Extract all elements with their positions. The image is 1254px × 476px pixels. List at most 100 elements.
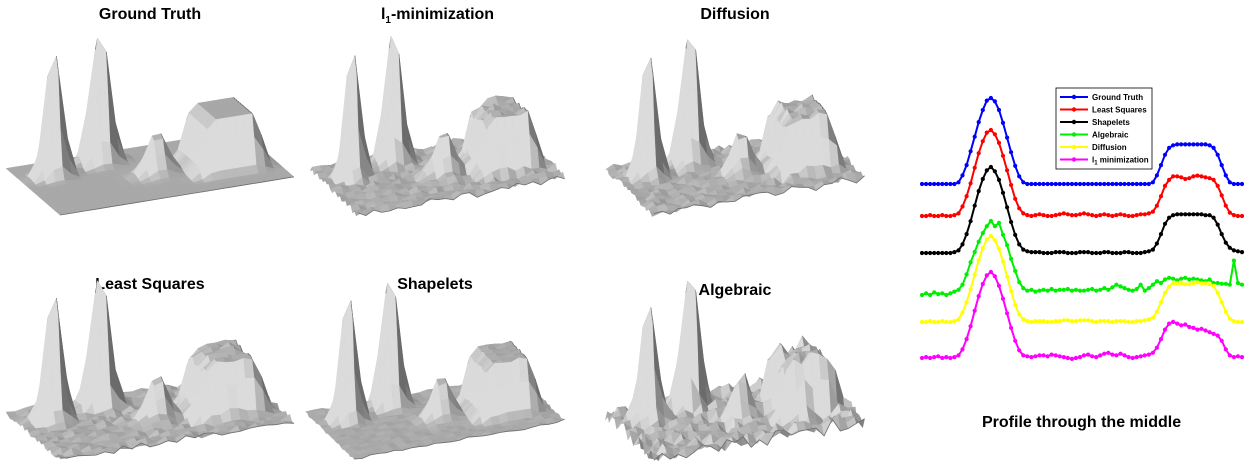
data-point [1154,279,1159,284]
data-point [928,181,933,187]
data-point [1041,353,1046,358]
data-point [932,250,937,256]
legend-label: Least Squares [1092,106,1147,115]
data-point [1045,181,1050,187]
data-point [1203,328,1208,333]
data-point [948,355,953,361]
data-point [1183,142,1188,147]
data-point [1073,319,1078,324]
data-point [952,250,957,255]
data-point [1215,152,1220,157]
data-point [924,291,929,296]
data-point [1061,355,1066,360]
data-point [976,294,981,299]
data-point [1183,282,1188,287]
data-point [1171,281,1176,286]
panel-title: Diffusion [700,6,770,23]
data-point [1211,177,1216,182]
data-point [1037,181,1042,187]
legend-marker [1071,107,1077,112]
data-point [1138,181,1143,187]
data-point [960,347,965,352]
data-point [1215,222,1220,227]
data-point [1207,176,1212,181]
panel-title: Algebraic [698,282,772,299]
data-point [1195,212,1200,217]
data-point [1207,330,1212,335]
data-point [1162,183,1168,188]
data-point [1126,287,1131,292]
data-point [1195,327,1200,332]
data-point [1098,353,1103,358]
data-point [980,281,985,287]
data-point [956,211,961,216]
data-point [1053,288,1058,293]
legend-marker [1071,144,1077,150]
data-point [1191,212,1196,217]
data-point [1187,212,1192,217]
data-point [1199,326,1204,331]
surface-edge [357,176,565,216]
data-point [1037,212,1042,217]
data-point [940,250,945,256]
data-point [1130,355,1135,361]
data-point [1106,213,1111,218]
data-point [1021,317,1026,322]
data-point [956,317,961,322]
data-point [1021,180,1026,185]
data-point [1073,355,1078,361]
panel-diffusion: Diffusion [600,0,870,232]
data-point [1183,212,1188,217]
data-point [1077,318,1083,323]
data-point [1009,256,1014,261]
data-point [1203,142,1208,147]
panel-title: l1-minimization [380,6,495,27]
data-point [932,181,937,187]
data-point [1057,287,1062,292]
data-point [1231,213,1236,218]
data-point [968,324,973,329]
data-point [1000,120,1006,125]
data-point [928,355,933,361]
surface-plot-ground-truth [5,37,295,216]
data-point [1094,250,1099,256]
surface-facet [818,353,830,381]
data-point [1219,232,1224,237]
data-point [1118,250,1123,256]
data-point [936,319,941,325]
data-point [1053,181,1058,187]
data-point [996,283,1002,288]
data-point [1191,174,1196,179]
data-point [1179,142,1184,147]
data-point [972,134,977,139]
data-point [928,213,933,218]
data-point [1223,281,1228,286]
data-point [1094,355,1099,360]
legend-marker [1071,94,1077,100]
data-point [1179,276,1184,281]
data-point [988,95,993,101]
data-point [924,319,929,325]
data-point [1025,181,1030,187]
data-point [1065,286,1070,292]
data-point [1227,245,1232,250]
data-point [1130,181,1135,187]
data-point [1106,319,1111,324]
data-point [1207,213,1212,218]
surface-edge [653,418,865,461]
data-point [960,282,965,287]
data-point [1122,181,1127,187]
data-point [984,237,989,242]
data-point [1138,282,1143,287]
data-point [924,181,929,187]
data-point [944,250,949,256]
data-point [972,249,977,255]
data-point [1098,287,1103,292]
data-point [1162,277,1168,282]
data-point [1045,288,1050,293]
data-point [1069,250,1074,256]
data-point [1215,280,1220,286]
data-point [940,181,945,187]
data-point [1013,163,1018,168]
data-point [1130,250,1135,256]
